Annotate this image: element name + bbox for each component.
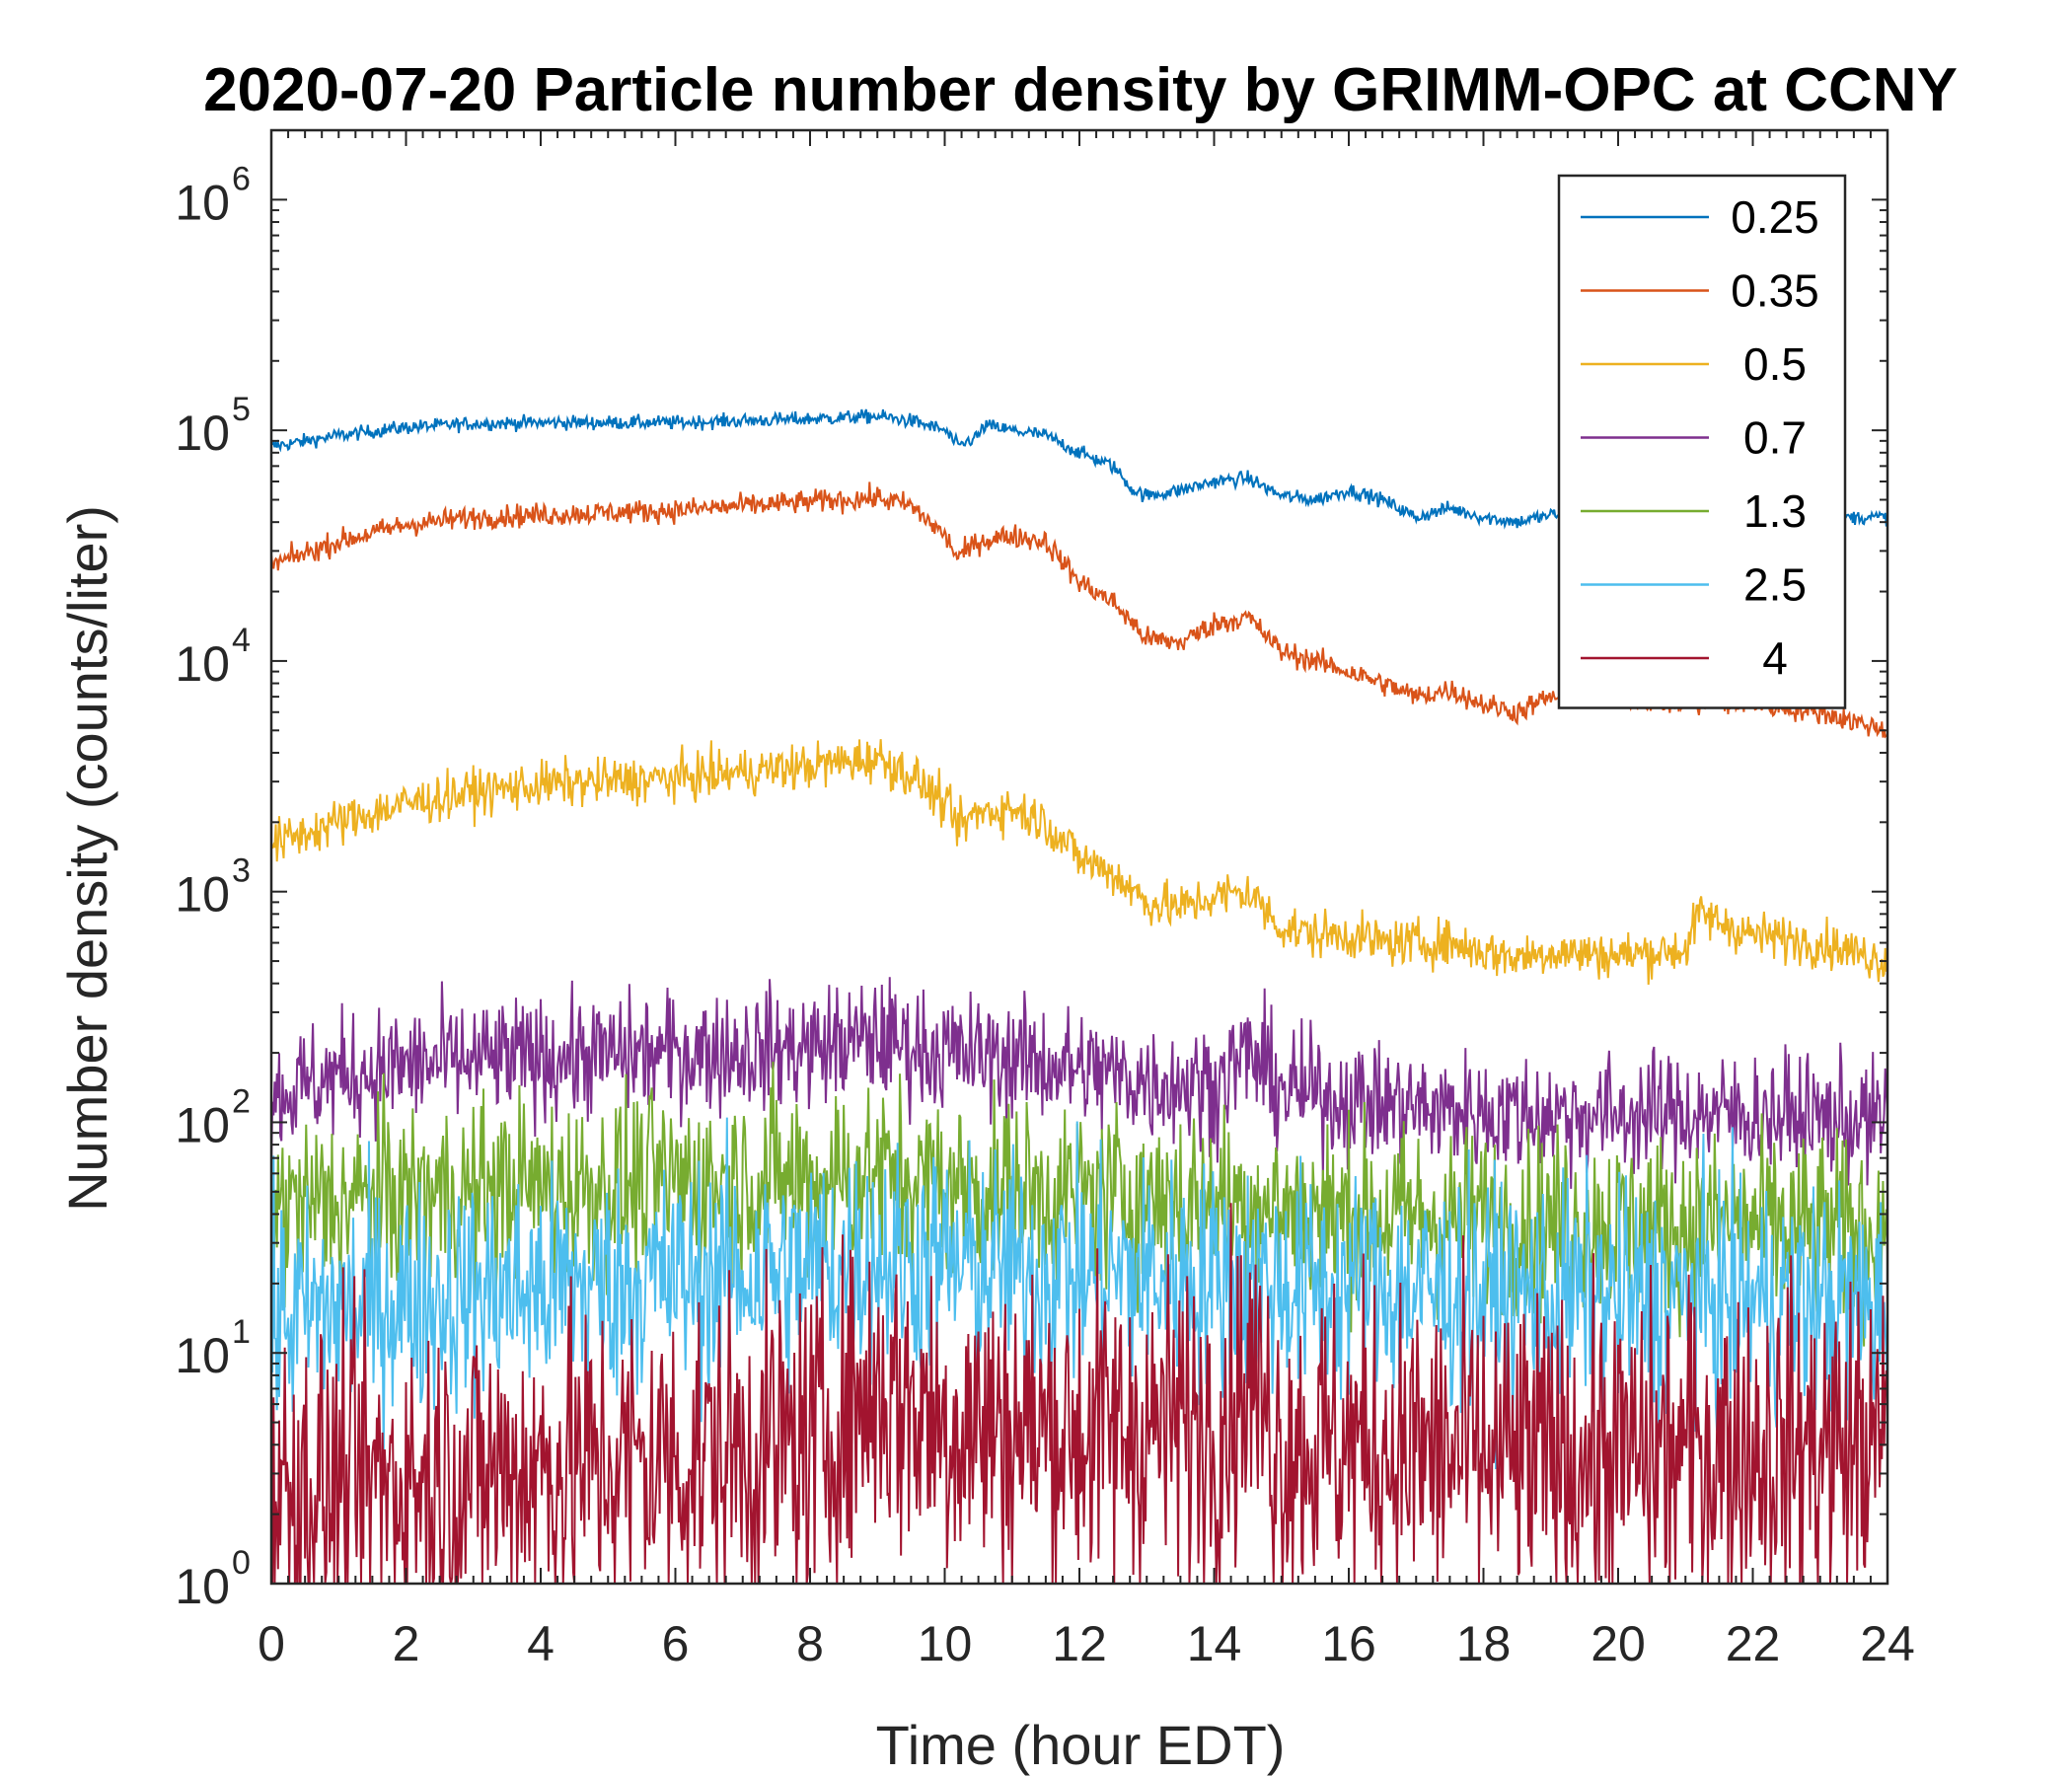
y-tick-label: 10 5: [175, 391, 251, 461]
legend-label: 0.5: [1743, 338, 1807, 390]
y-axis-label: Number density (counts/liter): [56, 505, 118, 1212]
x-tick-label: 16: [1321, 1616, 1376, 1671]
svg-text:4: 4: [232, 622, 251, 659]
legend-label: 0.7: [1743, 412, 1807, 464]
svg-text:10: 10: [175, 1097, 230, 1152]
series-line-4: [271, 1203, 1887, 1584]
svg-text:3: 3: [232, 852, 251, 890]
svg-text:10: 10: [175, 1559, 230, 1614]
legend-label: 4: [1762, 632, 1788, 684]
svg-text:10: 10: [175, 636, 230, 692]
y-tick-label: 10 1: [175, 1313, 251, 1383]
legend-label: 0.35: [1731, 265, 1819, 317]
svg-text:10: 10: [175, 867, 230, 923]
x-tick-label: 12: [1052, 1616, 1107, 1671]
x-tick-label: 22: [1726, 1616, 1781, 1671]
legend-item-0.5: 0.5: [1581, 338, 1807, 390]
legend-item-0.35: 0.35: [1581, 265, 1819, 317]
legend-label: 1.3: [1743, 485, 1807, 537]
x-tick-labels: 0 2 4 6 8 10 12 14 16 18 20 22 24: [258, 1616, 1915, 1671]
svg-text:1: 1: [232, 1313, 251, 1351]
y-tick-label: 10 3: [175, 852, 251, 923]
x-tick-label: 6: [662, 1616, 690, 1671]
series-layer: [271, 408, 1887, 1584]
legend-label: 0.25: [1731, 191, 1819, 243]
y-tick-label: 10 2: [175, 1082, 251, 1152]
x-tick-label: 0: [258, 1616, 285, 1671]
y-tick-label: 10 6: [175, 160, 251, 230]
svg-text:0: 0: [232, 1544, 251, 1582]
svg-text:10: 10: [175, 175, 230, 230]
svg-text:2: 2: [232, 1082, 251, 1120]
x-tick-label: 4: [527, 1616, 555, 1671]
y-tick-label: 10 0: [175, 1544, 251, 1614]
legend-item-0.25: 0.25: [1581, 191, 1819, 243]
legend-box: [1557, 174, 1847, 709]
y-tick-label: 10 4: [175, 622, 251, 692]
svg-text:5: 5: [232, 391, 251, 428]
series-line-1.3: [271, 1061, 1887, 1347]
legend-item-0.7: 0.7: [1581, 412, 1807, 464]
legend-item-1.3: 1.3: [1581, 485, 1807, 537]
x-tick-label: 14: [1187, 1616, 1242, 1671]
series-line-0.7: [271, 977, 1887, 1196]
svg-text:10: 10: [175, 406, 230, 461]
svg-text:6: 6: [232, 160, 251, 197]
legend: 0.25 0.35 0.5 0.7 1.3 2.5 4: [1557, 174, 1847, 709]
x-tick-label: 8: [796, 1616, 824, 1671]
series-line-0.5: [271, 739, 1887, 986]
x-axis-label: Time (hour EDT): [876, 1714, 1286, 1776]
chart-title: 2020-07-20 Particle number density by GR…: [203, 56, 1958, 124]
legend-label: 2.5: [1743, 559, 1807, 611]
legend-item-4: 4: [1581, 632, 1788, 684]
x-tick-label: 20: [1591, 1616, 1646, 1671]
legend-item-2.5: 2.5: [1581, 559, 1807, 611]
x-tick-label: 24: [1860, 1616, 1915, 1671]
x-tick-label: 2: [393, 1616, 420, 1671]
svg-text:10: 10: [175, 1328, 230, 1383]
axes-layer: [269, 128, 1889, 1586]
x-tick-label: 10: [918, 1616, 973, 1671]
x-tick-label: 18: [1456, 1616, 1512, 1671]
